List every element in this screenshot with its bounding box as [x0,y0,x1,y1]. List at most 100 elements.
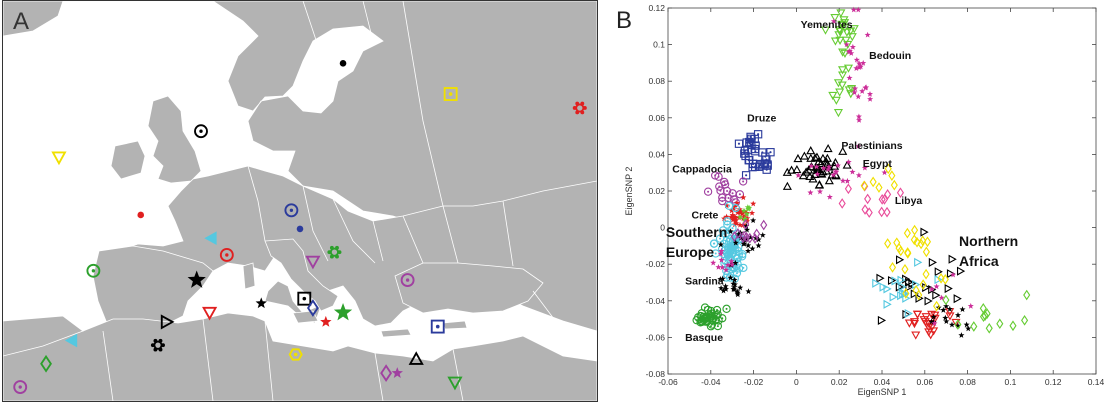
map-marker [13,380,28,394]
cluster-label: Northern [959,233,1018,249]
data-point [850,6,857,13]
data-point [833,109,843,118]
data-point [732,268,742,278]
data-point [703,305,713,315]
data-point [893,237,901,249]
map-marker [339,60,347,67]
data-point [888,262,897,273]
x-axis-label: EigenSNP 1 [858,387,907,397]
land-ireland [110,140,146,180]
data-point [737,213,744,220]
data-point [884,163,892,175]
data-point [844,177,851,184]
chart-axes: -0.06 -0.04 -0.02 0 0.02 0.04 0.06 0.08 0.1 0.12 0… [646,3,1105,387]
data-point [852,85,859,92]
data-point [941,274,949,285]
cluster-label: Crete [692,209,719,221]
population-markers [13,60,587,394]
data-point [731,281,738,288]
data-point [943,303,950,309]
data-point [742,218,750,230]
data-point [838,146,848,155]
map-marker [306,299,319,317]
data-point [734,139,744,148]
data-point [755,236,762,243]
data-point [722,266,730,273]
data-point [749,209,756,216]
data-point [855,172,862,178]
data-point [718,226,728,235]
data-point [806,162,816,171]
data-point [736,206,743,213]
data-point [958,332,965,338]
data-point [808,174,818,183]
data-point [853,65,860,71]
data-point [729,216,737,223]
map-marker [297,291,312,306]
data-point [758,148,767,157]
data-point [719,264,726,271]
data-point [859,88,866,94]
data-point [750,217,757,224]
data-point [743,226,751,233]
map-panel: A [2,0,598,402]
land-iberia [92,245,214,332]
data-point [745,288,752,295]
data-point [849,43,856,50]
data-point [919,316,929,325]
data-point [830,171,837,178]
data-point [890,179,898,191]
data-point [933,283,940,290]
data-point [891,276,900,286]
data-point [888,170,896,181]
map-marker [288,348,303,361]
data-point [903,227,911,239]
data-point [965,325,972,332]
data-point [722,286,729,292]
data-point [877,315,887,325]
map-marker [150,338,165,352]
data-point [826,193,833,200]
x-tick-label: 0.1 [1004,377,1016,387]
data-point [942,314,949,321]
map-marker [296,225,304,233]
cluster-label: Yemenites [801,19,853,31]
data-point [717,275,724,282]
data-point [930,319,937,325]
data-point [895,255,905,265]
data-point [731,276,738,283]
data-point [733,199,741,206]
data-point [718,247,725,254]
data-point [751,147,760,156]
data-point [928,286,935,292]
data-point [951,318,961,328]
data-point [922,246,930,258]
x-tick-label: 0.14 [1088,377,1105,387]
chart-points [692,6,1031,340]
data-point [836,9,846,18]
data-point [883,206,891,218]
map-marker [51,151,67,166]
data-point [737,284,744,291]
data-point [845,48,853,55]
data-point [884,189,892,200]
data-point [734,228,742,239]
data-point [724,261,731,268]
data-point [869,176,877,188]
map-marker [391,367,403,378]
data-point [717,241,724,248]
data-point [878,206,886,218]
data-point [830,18,837,24]
data-point [943,318,950,325]
cluster-label: Cappadocia [672,164,732,176]
data-point [876,273,885,283]
data-point [879,282,888,292]
pca-panel: B -0.06 -0.04 -0.02 0 0.02 0.04 0.06 0.08 0.1 0.1… [606,0,1107,404]
data-point [837,66,848,75]
data-point [728,207,735,214]
data-point [729,212,736,218]
data-point [922,268,930,280]
data-point [896,187,905,199]
data-point [722,186,732,196]
data-point [913,236,921,248]
